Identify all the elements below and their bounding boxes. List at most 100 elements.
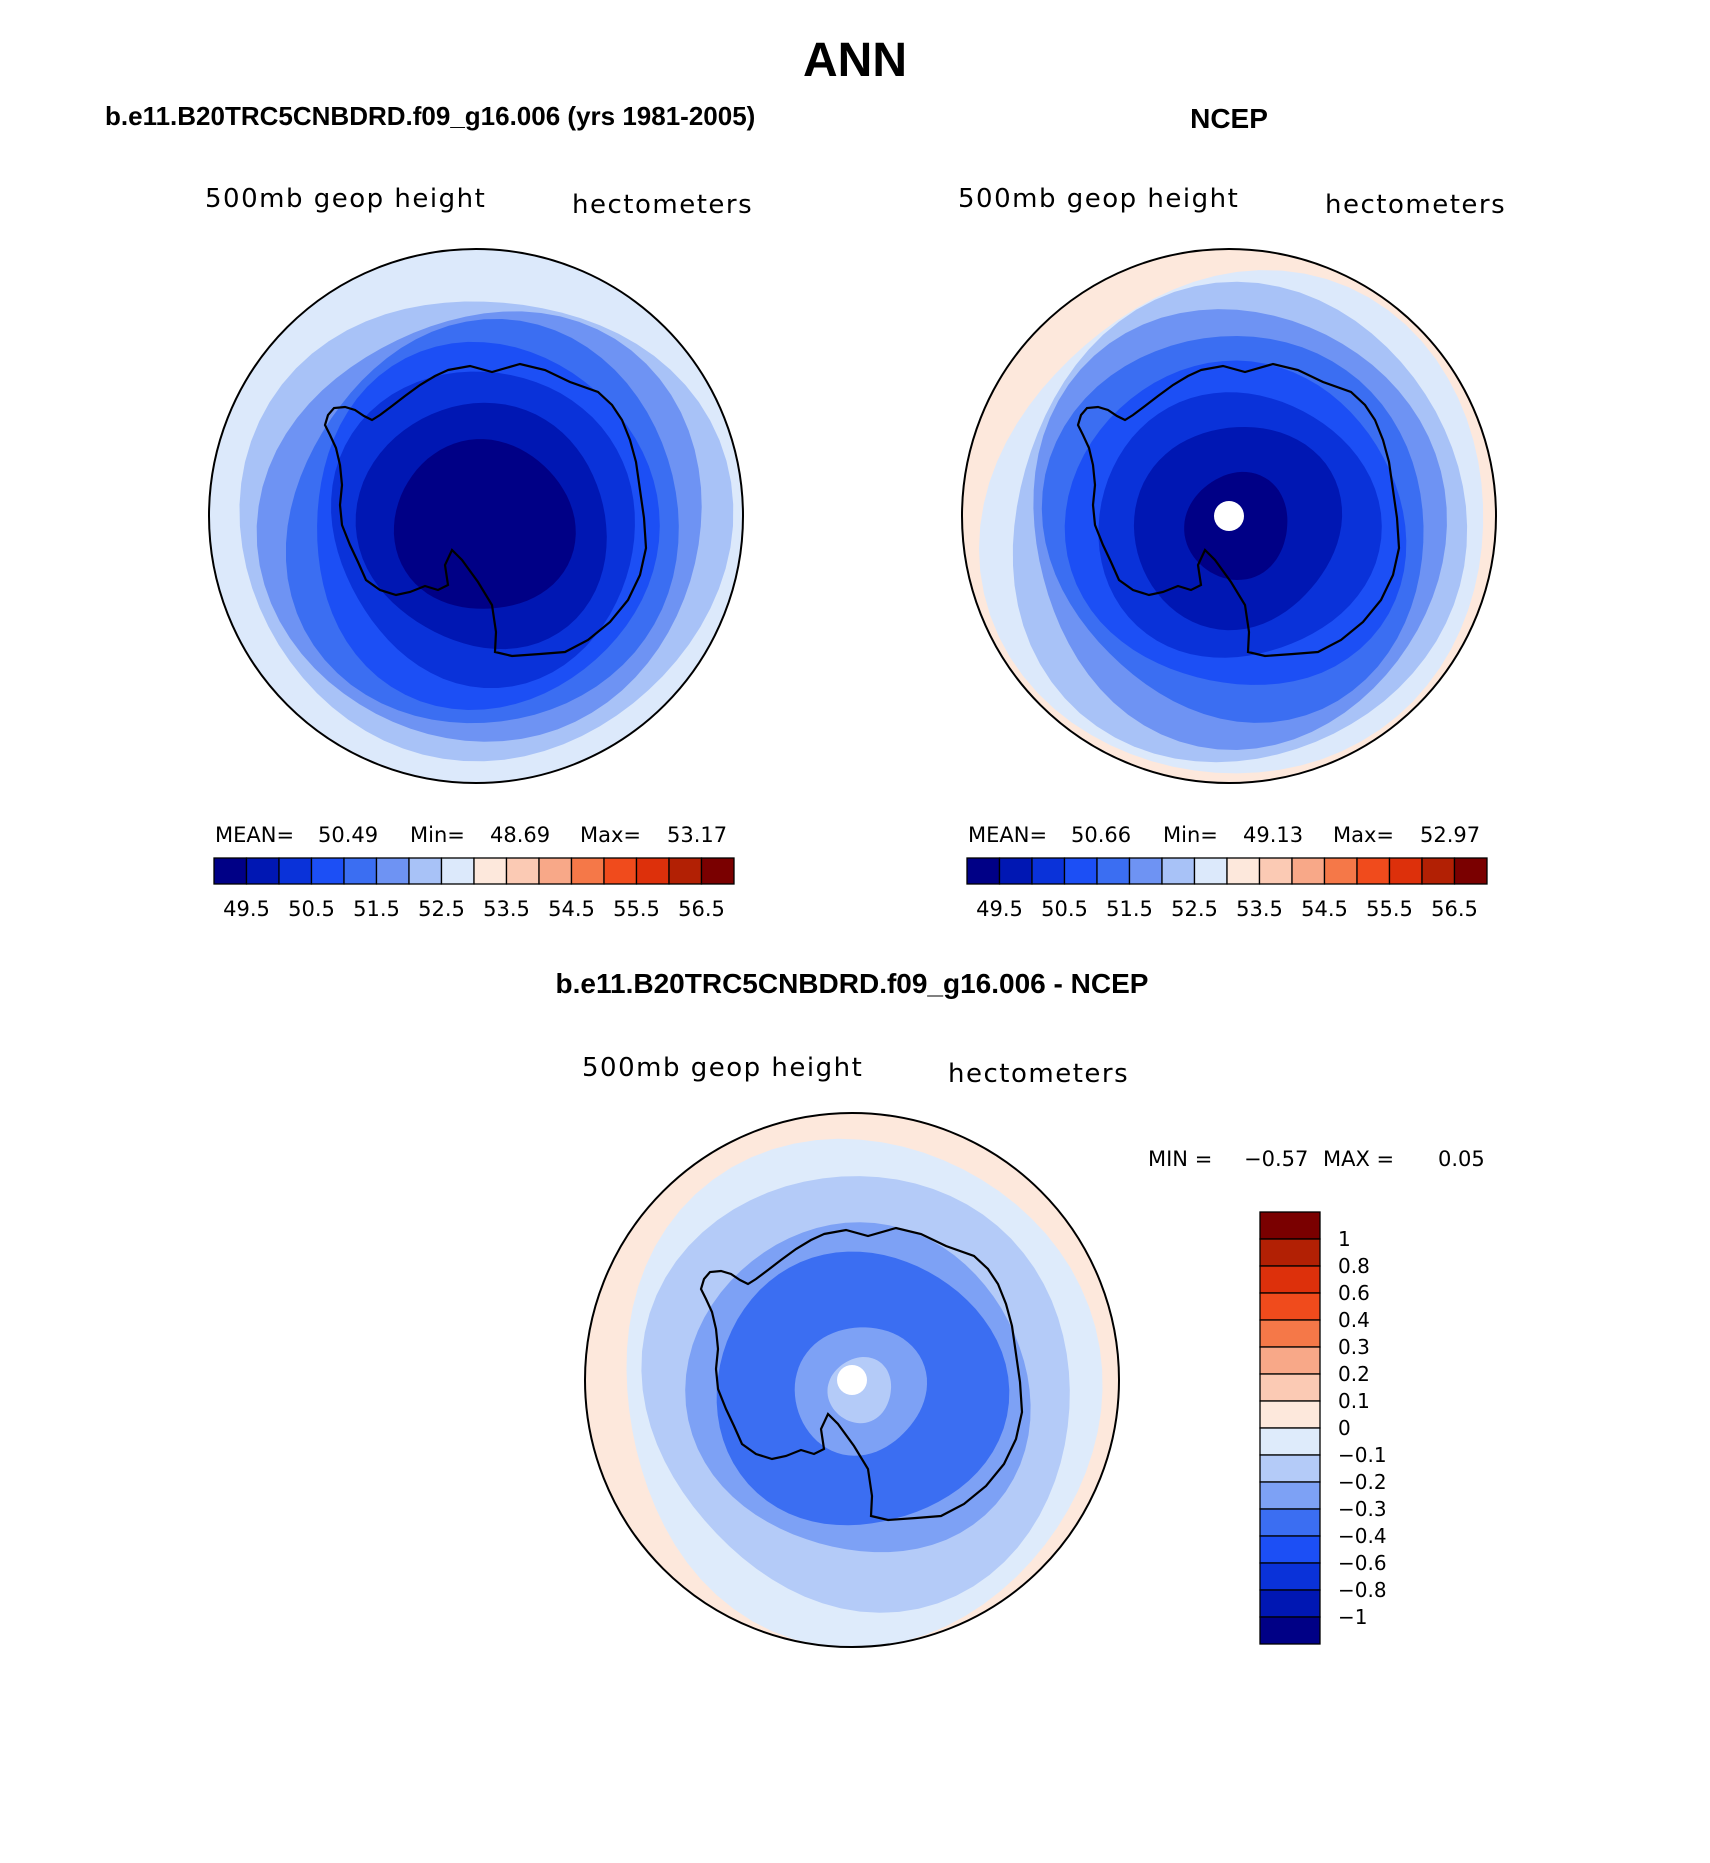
panel-ncep-map-border (961, 248, 1497, 784)
colorbar-tick-label: 52.5 (1171, 897, 1218, 921)
colorbar-tick-label: 55.5 (1366, 897, 1413, 921)
colorbar-tick-label: 56.5 (678, 897, 725, 921)
colorbar-tick-label: 53.5 (483, 897, 530, 921)
panel-model-variable: 500mb geop height (205, 184, 486, 214)
panel-difference-stats: MIN = −0.57 MAX = 0.05 (1148, 1147, 1485, 1171)
panel-model-colorbar: 49.5 50.5 51.5 52.5 53.5 54.5 55.5 56.5 (213, 857, 735, 921)
colorbar-swatch (1031, 857, 1066, 885)
panel-model-map-border (208, 248, 744, 784)
colorbar-swatch (1356, 857, 1391, 885)
colorbar-swatch (343, 857, 378, 885)
max-value: 0.05 (1438, 1147, 1485, 1171)
panel-difference: b.e11.B20TRC5CNBDRD.f09_g16.006 - NCEP 5… (556, 968, 1485, 1648)
colorbar-swatch (1259, 1508, 1321, 1537)
panel-ncep-units: hectometers (1325, 190, 1506, 220)
colorbar-swatch (440, 857, 475, 885)
colorbar-swatch (278, 857, 313, 885)
colorbar-tick-label: 0.8 (1338, 1254, 1370, 1278)
colorbar-swatch (1259, 1616, 1321, 1645)
colorbar-tick-label: −0.8 (1338, 1578, 1387, 1602)
colorbar-swatch (1323, 857, 1358, 885)
panel-difference-map-border (584, 1112, 1120, 1648)
panel-model-map (209, 249, 743, 783)
colorbar-tick-label: 50.5 (1041, 897, 1088, 921)
colorbar-swatch (213, 857, 248, 885)
colorbar-swatch (538, 857, 573, 885)
colorbar-swatch (1063, 857, 1098, 885)
colorbar-tick-label: 54.5 (1301, 897, 1348, 921)
max-label: Max= (580, 823, 641, 847)
colorbar-swatch (1259, 1589, 1321, 1618)
colorbar-tick-label: 54.5 (548, 897, 595, 921)
mean-value: 50.66 (1071, 823, 1131, 847)
colorbar-tick-label: −1 (1338, 1605, 1367, 1629)
colorbar-swatch (505, 857, 540, 885)
max-label: Max= (1333, 823, 1394, 847)
colorbar-swatch (375, 857, 410, 885)
colorbar-tick-label: −0.3 (1338, 1497, 1387, 1521)
colorbar-swatch (998, 857, 1033, 885)
colorbar-tick-label: 0.6 (1338, 1281, 1370, 1305)
mean-label: MEAN= (215, 823, 294, 847)
panel-ncep-colorbar: 49.5 50.5 51.5 52.5 53.5 54.5 55.5 56.5 (966, 857, 1488, 921)
colorbar-tick-label: 49.5 (976, 897, 1023, 921)
colorbar-tick-label: 1 (1338, 1227, 1351, 1251)
min-label: Min= (410, 823, 465, 847)
mean-value: 50.49 (318, 823, 378, 847)
colorbar-swatch (1259, 1427, 1321, 1456)
colorbar-swatch (1259, 1562, 1321, 1591)
panel-difference-heading: b.e11.B20TRC5CNBDRD.f09_g16.006 - NCEP (556, 968, 1149, 999)
panel-ncep-variable: 500mb geop height (958, 184, 1239, 214)
panel-ncep-stats: MEAN= 50.66 Min= 49.13 Max= 52.97 (968, 823, 1480, 847)
colorbar-swatch (1259, 1454, 1321, 1483)
panel-model-stats: MEAN= 50.49 Min= 48.69 Max= 53.17 (215, 823, 727, 847)
colorbar-swatch (1128, 857, 1163, 885)
panel-difference-variable: 500mb geop height (582, 1053, 863, 1083)
min-value: 48.69 (490, 823, 550, 847)
colorbar-swatch (473, 857, 508, 885)
colorbar-swatch (1259, 1292, 1321, 1321)
max-label: MAX = (1323, 1147, 1394, 1171)
colorbar-swatch (1259, 1211, 1321, 1240)
colorbar-swatch (1258, 857, 1293, 885)
colorbar-swatch (408, 857, 443, 885)
colorbar-swatch (1193, 857, 1228, 885)
colorbar-tick-label: 50.5 (288, 897, 335, 921)
colorbar-tick-label: 0 (1338, 1416, 1351, 1440)
min-value: 49.13 (1243, 823, 1303, 847)
pole-missing-data-marker (1214, 501, 1244, 531)
colorbar-tick-label: −0.4 (1338, 1524, 1387, 1548)
colorbar-swatch (1421, 857, 1456, 885)
colorbar-swatch (245, 857, 280, 885)
colorbar-tick-label: 51.5 (1106, 897, 1153, 921)
panel-ncep-map (962, 249, 1496, 783)
panel-model-heading: b.e11.B20TRC5CNBDRD.f09_g16.006 (yrs 198… (105, 101, 755, 131)
panel-model-units: hectometers (572, 190, 753, 220)
colorbar-tick-label: 56.5 (1431, 897, 1478, 921)
min-label: MIN = (1148, 1147, 1212, 1171)
colorbar-tick-label: −0.2 (1338, 1470, 1387, 1494)
colorbar-swatch (1226, 857, 1261, 885)
colorbar-tick-label: 0.4 (1338, 1308, 1370, 1332)
colorbar-tick-label: −0.1 (1338, 1443, 1387, 1467)
colorbar-swatch (635, 857, 670, 885)
colorbar-swatch (1388, 857, 1423, 885)
colorbar-swatch (1161, 857, 1196, 885)
colorbar-swatch (570, 857, 605, 885)
colorbar-swatch (1453, 857, 1488, 885)
figure-title: ANN (803, 34, 907, 87)
colorbar-tick-label: 0.2 (1338, 1362, 1370, 1386)
colorbar-swatch (1096, 857, 1131, 885)
colorbar-swatch (700, 857, 735, 885)
min-value: −0.57 (1244, 1147, 1308, 1171)
colorbar-tick-label: 0.3 (1338, 1335, 1370, 1359)
colorbar-swatch (668, 857, 703, 885)
colorbar-tick-label: −0.6 (1338, 1551, 1387, 1575)
max-value: 52.97 (1420, 823, 1480, 847)
colorbar-swatch (1259, 1400, 1321, 1429)
colorbar-swatch (1259, 1481, 1321, 1510)
mean-label: MEAN= (968, 823, 1047, 847)
colorbar-tick-label: 53.5 (1236, 897, 1283, 921)
panel-ncep-heading: NCEP (1190, 103, 1268, 134)
colorbar-swatch (966, 857, 1001, 885)
